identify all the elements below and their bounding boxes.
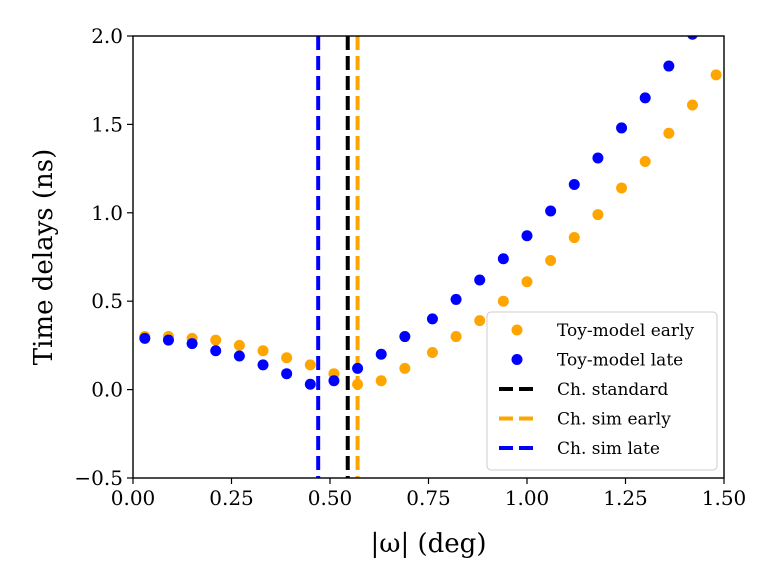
toy-model-late-point-0 xyxy=(139,332,151,344)
x-tick-label-4: 1.00 xyxy=(505,486,550,510)
toy-model-late-point-14 xyxy=(474,274,486,286)
legend: Toy-model early Toy-model late Ch. standar… xyxy=(486,311,718,471)
toy-model-early-point-13 xyxy=(450,331,462,343)
toy-model-early-point-3 xyxy=(210,334,222,346)
toy-model-early-point-11 xyxy=(399,362,411,374)
x-axis-label: |ω| (deg) xyxy=(371,529,487,559)
toy-model-late-point-10 xyxy=(375,348,387,360)
toy-model-late-point-2 xyxy=(186,338,198,350)
y-tick-label-0: −0.5 xyxy=(74,466,123,490)
toy-model-early-point-15 xyxy=(497,295,509,307)
toy-model-early-point-10 xyxy=(375,375,387,387)
toy-model-late-point-4 xyxy=(233,350,245,362)
x-tick-label-0: 0.00 xyxy=(111,486,156,510)
legend-marker-toy-model-late xyxy=(511,354,523,365)
x-tick-label-5: 1.25 xyxy=(603,486,648,510)
toy-model-early-point-22 xyxy=(663,127,675,139)
toy-model-late-point-17 xyxy=(545,205,557,217)
toy-model-late-point-12 xyxy=(426,313,438,325)
toy-model-late-point-22 xyxy=(663,60,675,72)
y-tick-label-4: 1.5 xyxy=(91,112,123,136)
toy-model-late-point-6 xyxy=(281,368,293,380)
toy-model-early-point-6 xyxy=(281,352,293,364)
toy-model-early-point-7 xyxy=(304,359,316,371)
toy-model-late-point-3 xyxy=(210,345,222,357)
legend-label-ch-sim-early: Ch. sim early xyxy=(557,410,671,430)
toy-model-late-point-19 xyxy=(592,152,604,164)
toy-model-early-point-24 xyxy=(710,69,722,81)
toy-model-late-point-18 xyxy=(568,179,580,191)
toy-model-late-point-11 xyxy=(399,331,411,343)
toy-model-early-point-23 xyxy=(686,99,698,111)
y-tick-label-3: 1.0 xyxy=(91,201,123,225)
x-tick-label-1: 0.25 xyxy=(209,486,254,510)
toy-model-early-point-20 xyxy=(616,182,628,194)
plot-area xyxy=(139,36,722,478)
x-tick-label-6: 1.50 xyxy=(702,486,747,510)
toy-model-late-point-21 xyxy=(639,92,651,104)
y-tick-label-5: 2.0 xyxy=(91,24,123,48)
toy-model-late-point-16 xyxy=(521,230,533,242)
legend-label-toy-model-late: Toy-model late xyxy=(557,351,683,371)
toy-model-early-point-4 xyxy=(233,339,245,351)
toy-model-late-point-9 xyxy=(352,362,364,374)
toy-model-early-point-9 xyxy=(352,378,364,390)
legend-label-ch-sim-late: Ch. sim late xyxy=(557,439,660,459)
toy-model-late-point-5 xyxy=(257,359,269,371)
toy-model-late-point-23 xyxy=(687,36,698,40)
legend-label-toy-model-early: Toy-model early xyxy=(557,321,695,341)
toy-model-early-point-18 xyxy=(568,232,580,244)
toy-model-late-point-7 xyxy=(304,378,316,390)
x-tick-label-2: 0.50 xyxy=(308,486,353,510)
y-axis: −0.5 0.0 0.5 1.0 1.5 2.0 xyxy=(74,24,133,490)
y-tick-label-2: 0.5 xyxy=(91,289,123,313)
toy-model-early-point-5 xyxy=(257,345,269,357)
toy-model-early-point-19 xyxy=(592,209,604,221)
legend-label-ch-standard: Ch. standard xyxy=(557,380,669,400)
toy-model-late-point-13 xyxy=(450,293,462,305)
toy-model-early-point-14 xyxy=(474,315,486,327)
x-axis: 0.00 0.25 0.50 0.75 1.00 1.25 1.50 xyxy=(111,478,747,510)
y-axis-label: Time delays (ns) xyxy=(29,149,59,365)
x-tick-label-3: 0.75 xyxy=(406,486,451,510)
toy-model-early-point-21 xyxy=(639,156,651,168)
toy-model-early-point-16 xyxy=(521,276,533,288)
toy-model-late-point-8 xyxy=(328,375,340,387)
toy-model-early-point-17 xyxy=(545,255,557,267)
toy-model-late-point-1 xyxy=(162,334,174,346)
legend-box xyxy=(486,311,718,471)
toy-model-late-point-20 xyxy=(616,122,628,134)
y-tick-label-1: 0.0 xyxy=(91,378,123,402)
legend-marker-toy-model-early xyxy=(511,324,523,336)
toy-model-late-point-15 xyxy=(497,253,509,265)
toy-model-early-point-12 xyxy=(426,346,438,358)
